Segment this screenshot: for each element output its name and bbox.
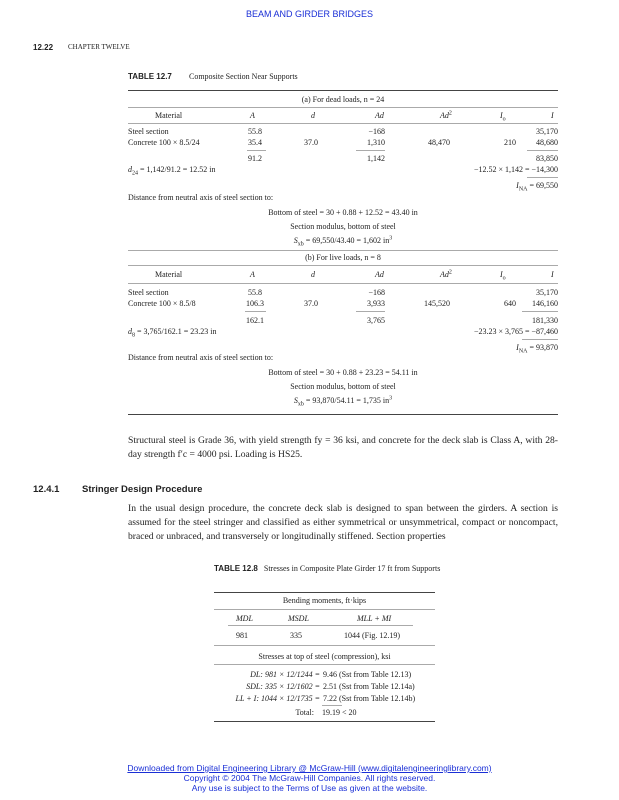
section-modulus-eq: Sxb = 93,870/54.11 = 1,735 in3: [293, 395, 393, 408]
col-ad2: Ad: [440, 111, 449, 120]
col-m-sdl: MSDL: [288, 614, 309, 623]
total-label: Total:: [295, 708, 314, 717]
col-material: Material: [155, 111, 183, 120]
ina-value: INA = 69,550: [516, 181, 558, 193]
page-number: 12.22: [33, 43, 54, 52]
moment-correction: −23.23 × 3,765 = −87,460: [473, 327, 558, 336]
ina-value: INA = 93,870: [516, 343, 558, 355]
footer-copyright: Copyright © 2004 The McGraw-Hill Compani…: [183, 773, 436, 783]
col-d: d: [311, 111, 315, 120]
part-a-title: (a) For dead loads, n = 24: [301, 95, 385, 104]
table-label: TABLE 12.8: [214, 564, 258, 573]
part-b-title: (b) For live loads, n = 8: [305, 253, 381, 262]
col-m-ll-i: MLL + MI: [357, 614, 392, 623]
moments-title: Bending moments, ft·kips: [282, 596, 367, 605]
section-number: 12.4.1: [33, 484, 60, 495]
moment-correction: −12.52 × 1,142 = −14,300: [473, 165, 558, 174]
section-modulus-eq: Sxb = 69,550/43.40 = 1,602 in3: [293, 235, 393, 248]
col-m-dl: MDL: [236, 614, 253, 623]
neutral-axis-eq: d24 = 1,142/91.2 = 12.52 in: [128, 165, 216, 177]
neutral-axis-eq: d8 = 3,765/162.1 = 23.23 in: [128, 327, 217, 339]
col-i: I: [551, 111, 554, 120]
section-modulus-label: Section modulus, bottom of steel: [290, 222, 396, 231]
section-modulus-label: Section modulus, bottom of steel: [290, 382, 396, 391]
chapter-label: CHAPTER TWELVE: [68, 43, 130, 51]
section-title: Stringer Design Procedure: [82, 484, 203, 495]
running-head: BEAM AND GIRDER BRIDGES: [245, 9, 374, 19]
table-label: TABLE 12.7: [128, 72, 172, 81]
col-ad: Ad: [375, 111, 384, 120]
footer-link[interactable]: Downloaded from Digital Engineering Libr…: [127, 763, 492, 773]
stress-title: Stresses at top of steel (compression), …: [258, 652, 391, 661]
distance-label: Distance from neutral axis of steel sect…: [128, 353, 274, 362]
distance-label: Distance from neutral axis of steel sect…: [128, 193, 274, 202]
paragraph: In the usual design procedure, the concr…: [128, 503, 558, 542]
bottom-of-steel: Bottom of steel = 30 + 0.88 + 12.52 = 43…: [268, 208, 418, 217]
footer-terms: Any use is subject to the Terms of Use a…: [191, 783, 428, 793]
table-caption: Composite Section Near Supports: [189, 72, 298, 81]
total-value: 19.19 < 20: [322, 708, 357, 717]
col-a: A: [250, 111, 255, 120]
table-caption: Stresses in Composite Plate Girder 17 ft…: [263, 564, 441, 573]
bottom-of-steel: Bottom of steel = 30 + 0.88 + 23.23 = 54…: [268, 368, 418, 377]
paragraph: Structural steel is Grade 36, with yield…: [128, 435, 558, 460]
